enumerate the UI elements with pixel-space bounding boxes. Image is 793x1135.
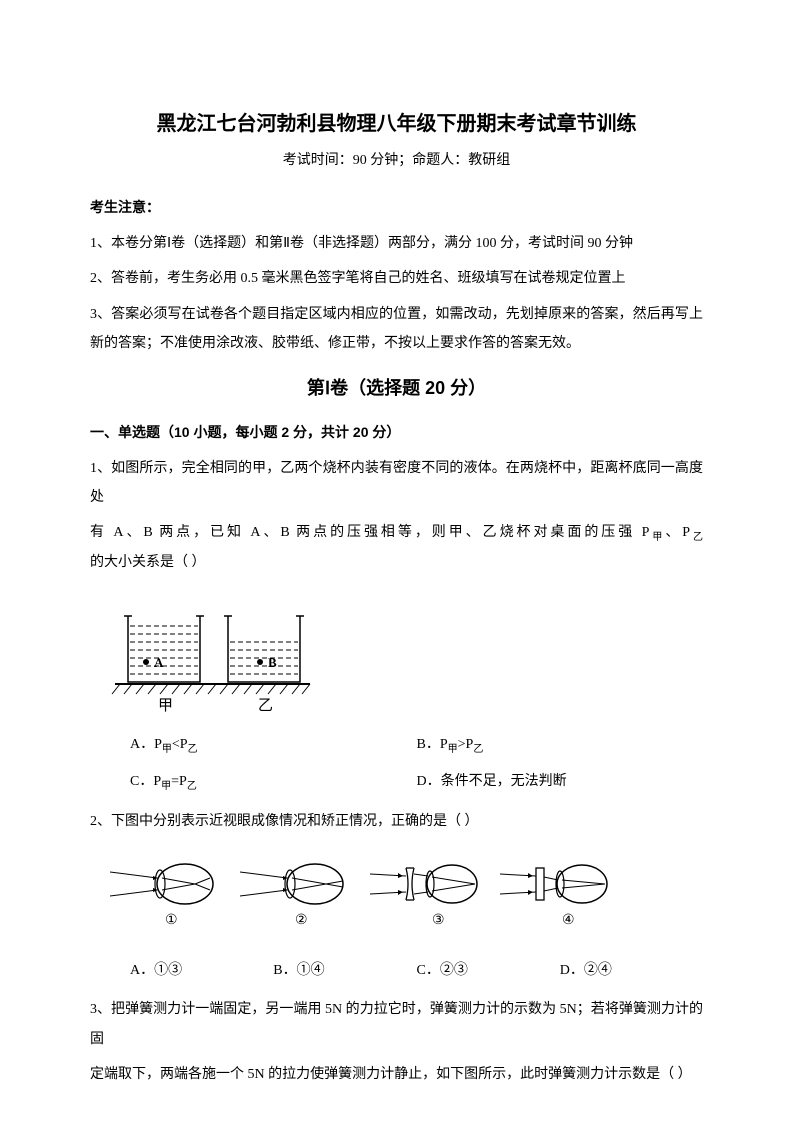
q2-option-a: A．①③ (130, 952, 273, 989)
q1-sub-yi-1: 乙 (690, 532, 703, 543)
q1c-mid: =P (171, 774, 187, 789)
beaker-point-a: A (154, 655, 164, 670)
q1b-sub1: 甲 (448, 743, 458, 754)
exam-page: 黑龙江七台河勃利县物理八年级下册期末考试章节训练 考试时间：90 分钟；命题人：… (0, 0, 793, 1135)
svg-text:①: ① (165, 913, 178, 928)
q1b-mid: >P (458, 737, 474, 752)
q2-options: A．①③ B．①④ C．②③ D．②④ (130, 952, 703, 989)
q1a-mid: <P (172, 737, 188, 752)
q2-figure: ① ② (110, 854, 703, 945)
q1-sub-jia-1: 甲 (649, 532, 665, 543)
instruction-2: 2、答卷前，考生务必用 0.5 毫米黑色签字笔将自己的姓名、班级填写在试卷规定位… (90, 264, 703, 293)
q3-line2: 定端取下，两端各施一个 5N 的拉力使弹簧测力计静止，如下图所示，此时弹簧测力计… (90, 1060, 703, 1089)
beaker-point-b: B (268, 655, 277, 670)
q1-stem-l2-mid: 、P (665, 525, 690, 540)
q1-options: A．P甲<P乙 B．P甲>P乙 C．P甲=P乙 D．条件不足，无法判断 (130, 726, 703, 802)
q1-stem-line1: 1、如图所示，完全相同的甲，乙两个烧杯内装有密度不同的液体。在两烧杯中，距离杯底… (90, 454, 703, 513)
q1b-pre: B．P (417, 737, 448, 752)
q1c-sub1: 甲 (161, 781, 171, 792)
q2-option-c: C．②③ (417, 952, 560, 989)
q3-line1: 3、把弹簧测力计一端固定，另一端用 5N 的力拉它时，弹簧测力计的示数为 5N；… (90, 995, 703, 1054)
q1-stem-l2-post: 的大小关系是（ ） (90, 555, 206, 570)
q2-option-b: B．①④ (273, 952, 416, 989)
q2-stem: 2、下图中分别表示近视眼成像情况和矫正情况，正确的是（ ） (90, 807, 703, 836)
part1-title: 第Ⅰ卷（选择题 20 分） (90, 370, 703, 408)
q1-stem-l2-pre: 有 A、B 两点，已知 A、B 两点的压强相等，则甲、乙烧杯对桌面的压强 P (90, 525, 649, 540)
beaker-label-yi: 乙 (258, 698, 273, 712)
section1-heading: 一、单选题（10 小题，每小题 2 分，共计 20 分） (90, 418, 703, 447)
q1a-sub2: 乙 (188, 743, 198, 754)
exam-subtitle: 考试时间：90 分钟；命题人：教研组 (90, 146, 703, 175)
q1-option-a: A．P甲<P乙 (130, 726, 417, 764)
page-title: 黑龙江七台河勃利县物理八年级下册期末考试章节训练 (90, 110, 703, 138)
q1a-pre: A．P (130, 737, 162, 752)
beaker-label-jia: 甲 (158, 698, 173, 712)
q1b-sub2: 乙 (473, 743, 483, 754)
svg-text:②: ② (295, 913, 308, 928)
q1c-pre: C．P (130, 774, 161, 789)
q1-figure: A B 甲 乙 (110, 592, 703, 712)
eye-diagrams-icon: ① ② (110, 854, 610, 934)
instruction-3: 3、答案必须写在试卷各个题目指定区域内相应的位置，如需改动，先划掉原来的答案，然… (90, 300, 703, 359)
notice-heading: 考生注意： (90, 193, 703, 222)
q1-option-c: C．P甲=P乙 (130, 763, 417, 801)
q1-stem-line2: 有 A、B 两点，已知 A、B 两点的压强相等，则甲、乙烧杯对桌面的压强 P甲、… (90, 518, 703, 577)
beaker-diagram-icon: A B 甲 乙 (110, 592, 330, 712)
instruction-1: 1、本卷分第Ⅰ卷（选择题）和第Ⅱ卷（非选择题）两部分，满分 100 分，考试时间… (90, 229, 703, 258)
q1a-sub1: 甲 (162, 743, 172, 754)
q2-option-d: D．②④ (560, 952, 703, 989)
q1-option-d: D．条件不足，无法判断 (417, 763, 704, 801)
q1-option-b: B．P甲>P乙 (417, 726, 704, 764)
svg-text:④: ④ (562, 913, 575, 928)
svg-text:③: ③ (432, 913, 445, 928)
q1c-sub2: 乙 (187, 781, 197, 792)
